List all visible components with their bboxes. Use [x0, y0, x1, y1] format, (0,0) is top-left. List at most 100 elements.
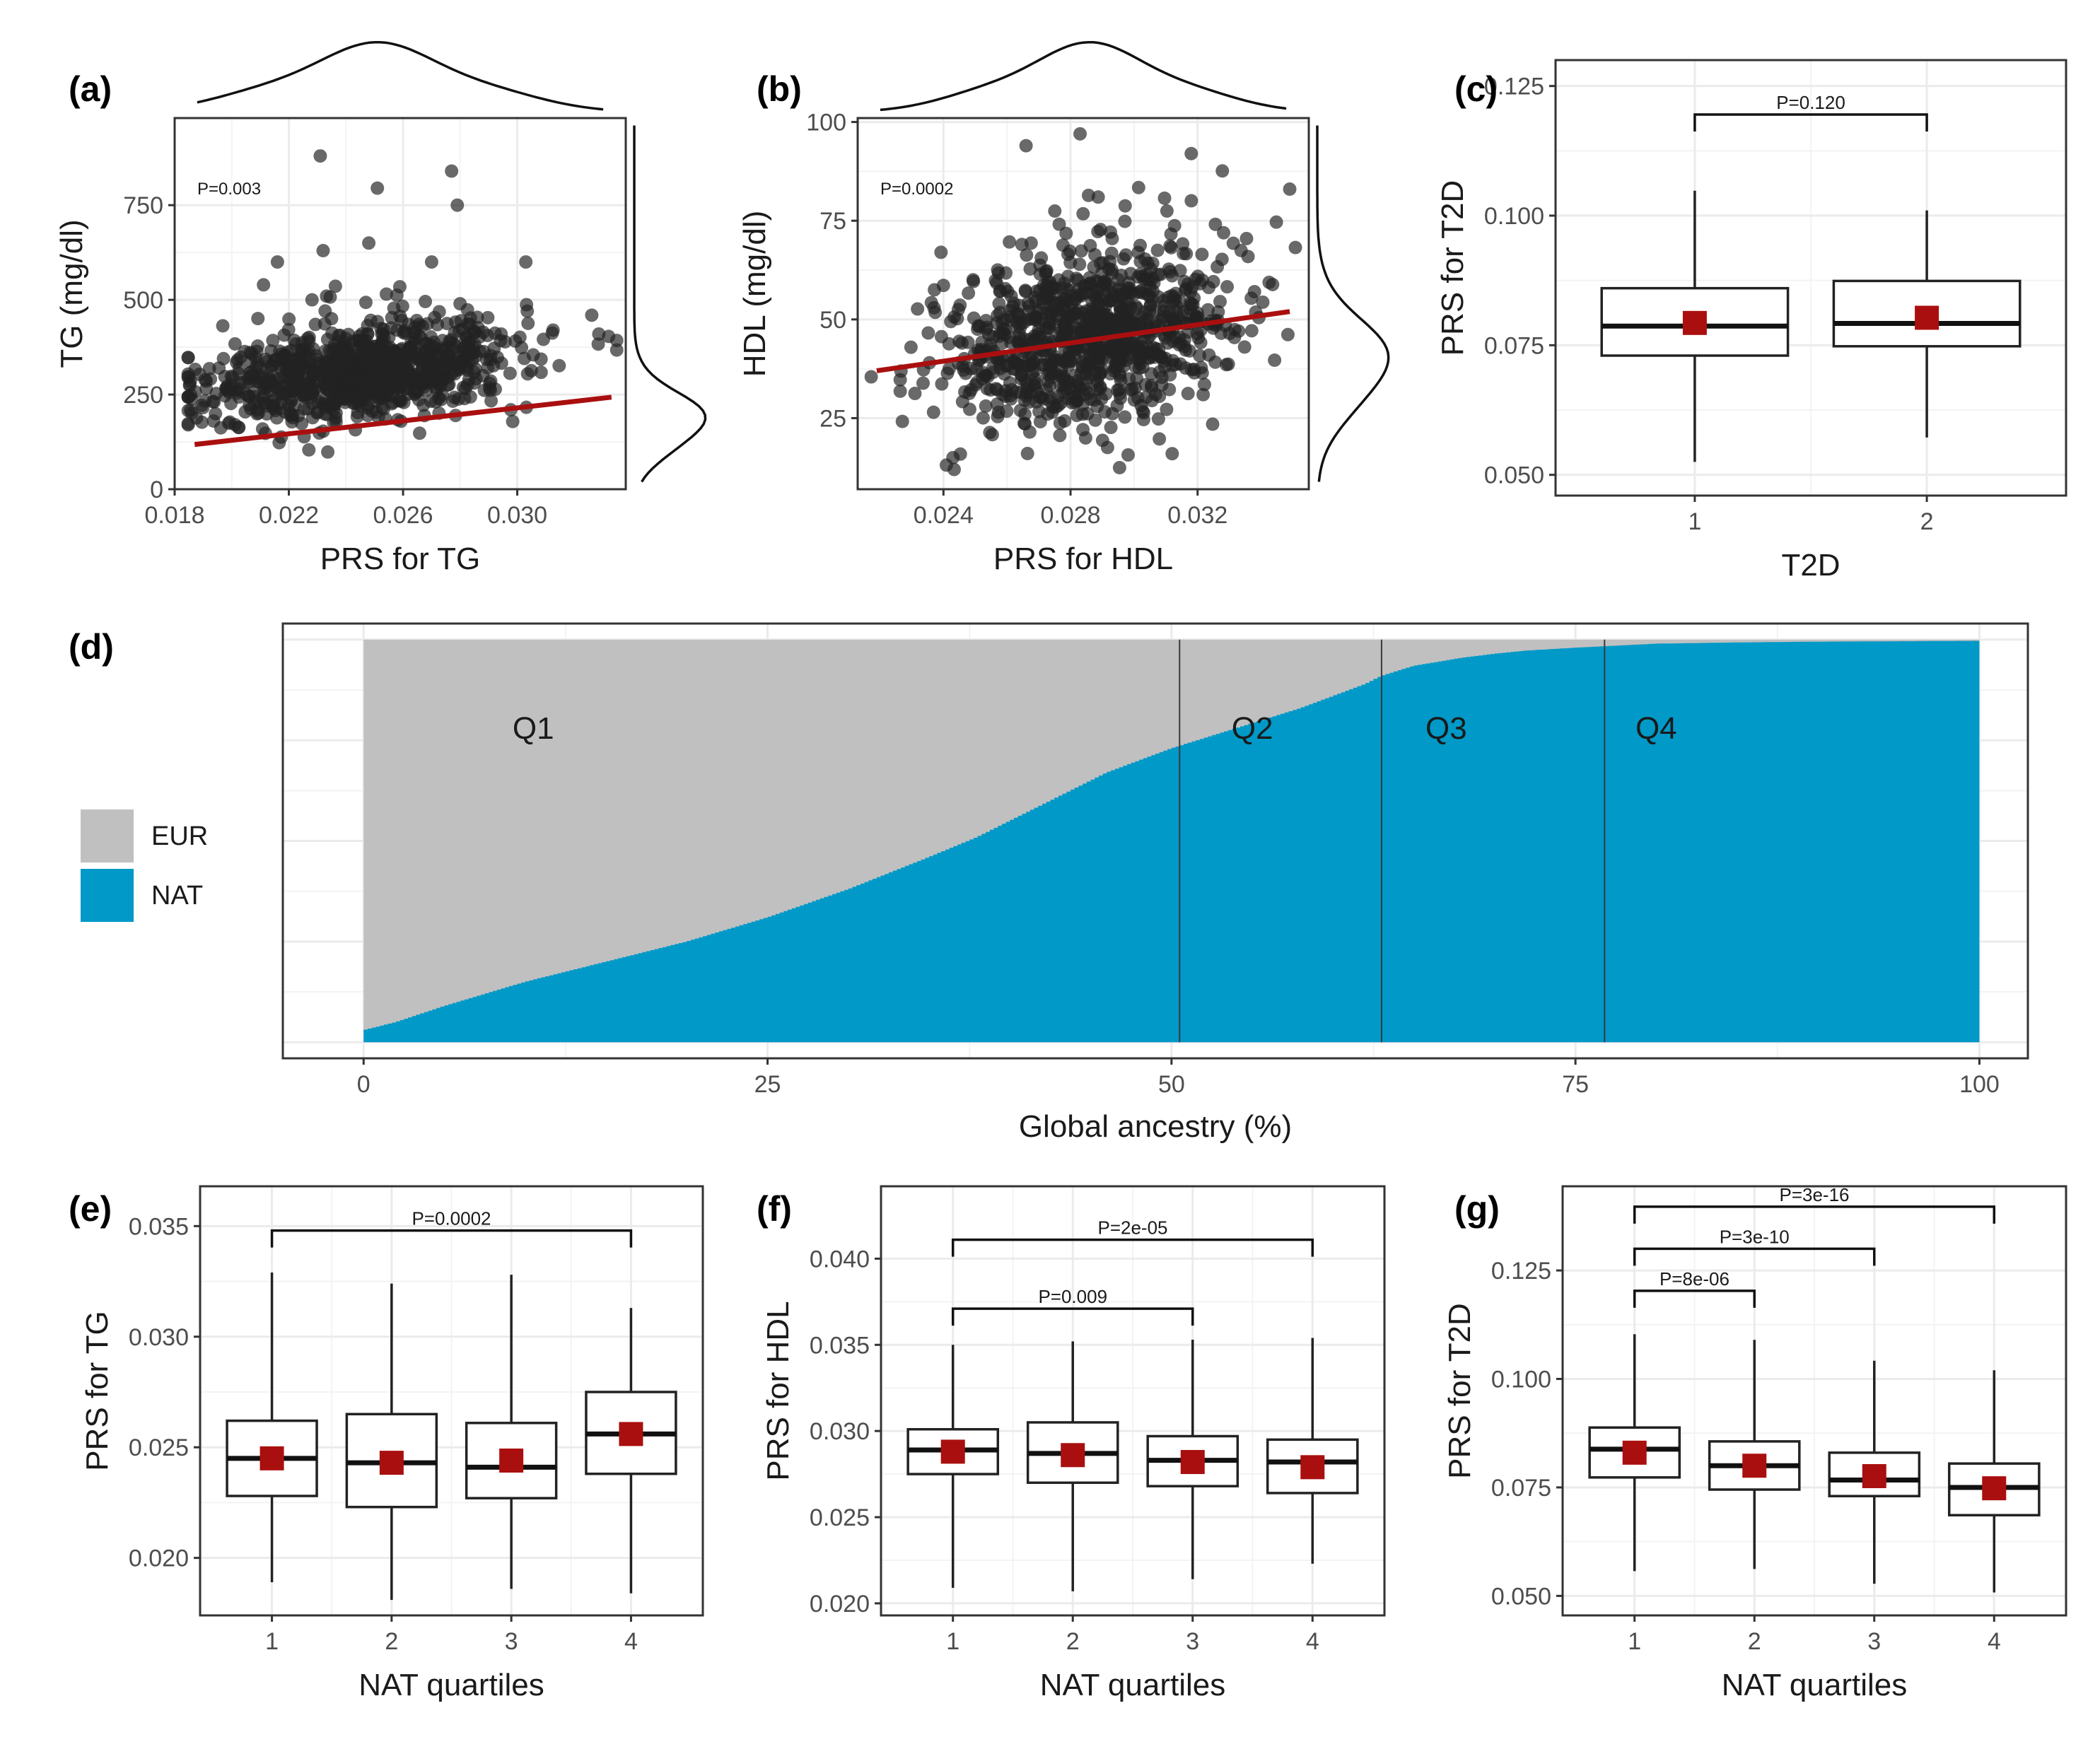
- scatter-point: [1082, 311, 1095, 324]
- scatter-point: [993, 356, 1006, 370]
- scatter-point: [285, 392, 298, 406]
- scatter-point: [477, 369, 490, 382]
- marginal-density-y: [1316, 125, 1390, 482]
- scatter-point: [602, 329, 615, 343]
- scatter-point: [1268, 353, 1281, 367]
- scatter-point: [520, 298, 533, 311]
- mean-marker: [379, 1451, 404, 1475]
- scatter-point: [1184, 296, 1197, 310]
- scatter-point: [1202, 349, 1215, 362]
- scatter-point: [484, 394, 498, 407]
- scatter-point: [280, 363, 293, 377]
- x-axis-title: NAT quartiles: [1040, 1668, 1225, 1702]
- quartile-label: Q4: [1635, 711, 1677, 746]
- scatter-point: [935, 330, 948, 344]
- scatter-point: [1007, 355, 1020, 368]
- scatter-point: [478, 384, 491, 397]
- scatter-point: [1168, 219, 1182, 233]
- y-tick-label: 50: [819, 307, 846, 334]
- y-tick-label: 0.100: [1484, 203, 1544, 230]
- scatter-point: [324, 291, 337, 304]
- scatter-point: [353, 334, 366, 347]
- panel-label: (c): [1454, 69, 1498, 109]
- scatter-point: [1076, 398, 1090, 411]
- scatter-point: [1023, 426, 1037, 439]
- x-axis-title: NAT quartiles: [358, 1668, 544, 1702]
- scatter-point: [245, 365, 258, 379]
- y-tick-label: 0.025: [129, 1434, 189, 1461]
- scatter-point: [937, 279, 950, 292]
- scatter-point: [1163, 265, 1177, 279]
- scatter-point: [238, 345, 252, 358]
- scatter-point: [1124, 285, 1137, 298]
- x-axis-title: PRS for TG: [320, 542, 481, 576]
- scatter-point: [1065, 289, 1078, 303]
- scatter-point: [419, 383, 433, 397]
- scatter-point: [1088, 248, 1102, 262]
- scatter-point: [927, 301, 940, 315]
- scatter-point: [1118, 215, 1131, 228]
- panel-f: P=2e-05 P=0.009 1 2 3 4 0.020 0.025 0.030 0.035 0.…: [757, 1185, 1386, 1702]
- scatter-point: [462, 337, 475, 350]
- scatter-point: [1165, 447, 1179, 460]
- y-tick-label: 0.100: [1491, 1367, 1551, 1393]
- scatter-point: [1051, 312, 1064, 326]
- panel-d: Q1 Q2 Q3 Q4 0 25 50 75 100 Global ancestry (%) (d)…: [69, 622, 2029, 1144]
- scatter-point: [329, 279, 342, 293]
- scatter-point: [585, 308, 598, 322]
- y-axis-title: PRS for T2D: [1442, 1303, 1477, 1479]
- scatter-point: [1256, 296, 1269, 309]
- scatter-point: [911, 303, 924, 316]
- scatter-point: [1158, 192, 1172, 205]
- scatter-point: [228, 337, 242, 351]
- scatter-point: [1073, 127, 1087, 141]
- y-tick-label: 100: [806, 110, 846, 136]
- scatter-point: [1266, 278, 1279, 291]
- scatter-point: [316, 244, 329, 257]
- x-tick-label: 1: [265, 1628, 279, 1655]
- scatter-point: [956, 359, 969, 373]
- scatter-point: [1054, 299, 1068, 312]
- scatter-point: [1211, 305, 1225, 319]
- scatter-point: [1283, 182, 1297, 196]
- scatter-point: [592, 337, 605, 351]
- scatter-point: [1053, 428, 1066, 442]
- x-axis-title: NAT quartiles: [1722, 1668, 1907, 1702]
- scatter-point: [1152, 412, 1165, 426]
- x-tick-label: 0: [357, 1071, 371, 1098]
- scatter-point: [277, 329, 291, 342]
- scatter-point: [252, 407, 265, 420]
- scatter-point: [521, 317, 535, 330]
- y-tick-label: 0.035: [129, 1213, 189, 1240]
- scatter-point: [1202, 281, 1215, 294]
- scatter-point: [1112, 382, 1126, 396]
- scatter-point: [207, 414, 221, 428]
- scatter-point: [251, 312, 264, 325]
- x-tick-label: 4: [624, 1628, 638, 1655]
- mean-marker: [1915, 305, 1939, 330]
- scatter-point: [1053, 218, 1066, 231]
- y-tick-label: 250: [123, 382, 163, 409]
- scatter-point: [1076, 407, 1090, 421]
- x-tick-label: 4: [1306, 1628, 1319, 1655]
- scatter-point: [979, 399, 993, 413]
- scatter-point: [430, 384, 443, 397]
- scatter-point: [921, 326, 935, 339]
- scatter-point: [894, 385, 907, 398]
- scatter-point: [380, 288, 393, 301]
- scatter-point: [428, 371, 442, 385]
- scatter-point: [1208, 218, 1222, 231]
- mean-marker: [619, 1422, 643, 1446]
- scatter-point: [1039, 383, 1053, 397]
- scatter-point: [416, 363, 429, 377]
- scatter-point: [998, 282, 1012, 296]
- x-tick-label: 100: [1959, 1071, 2000, 1098]
- x-tick-label: 2: [1748, 1628, 1761, 1655]
- scatter-point: [1041, 368, 1054, 381]
- y-tick-label: 0: [150, 476, 163, 503]
- scatter-point: [1215, 327, 1228, 340]
- scatter-point: [1055, 363, 1068, 376]
- scatter-point: [1046, 400, 1060, 414]
- scatter-point: [1162, 291, 1175, 304]
